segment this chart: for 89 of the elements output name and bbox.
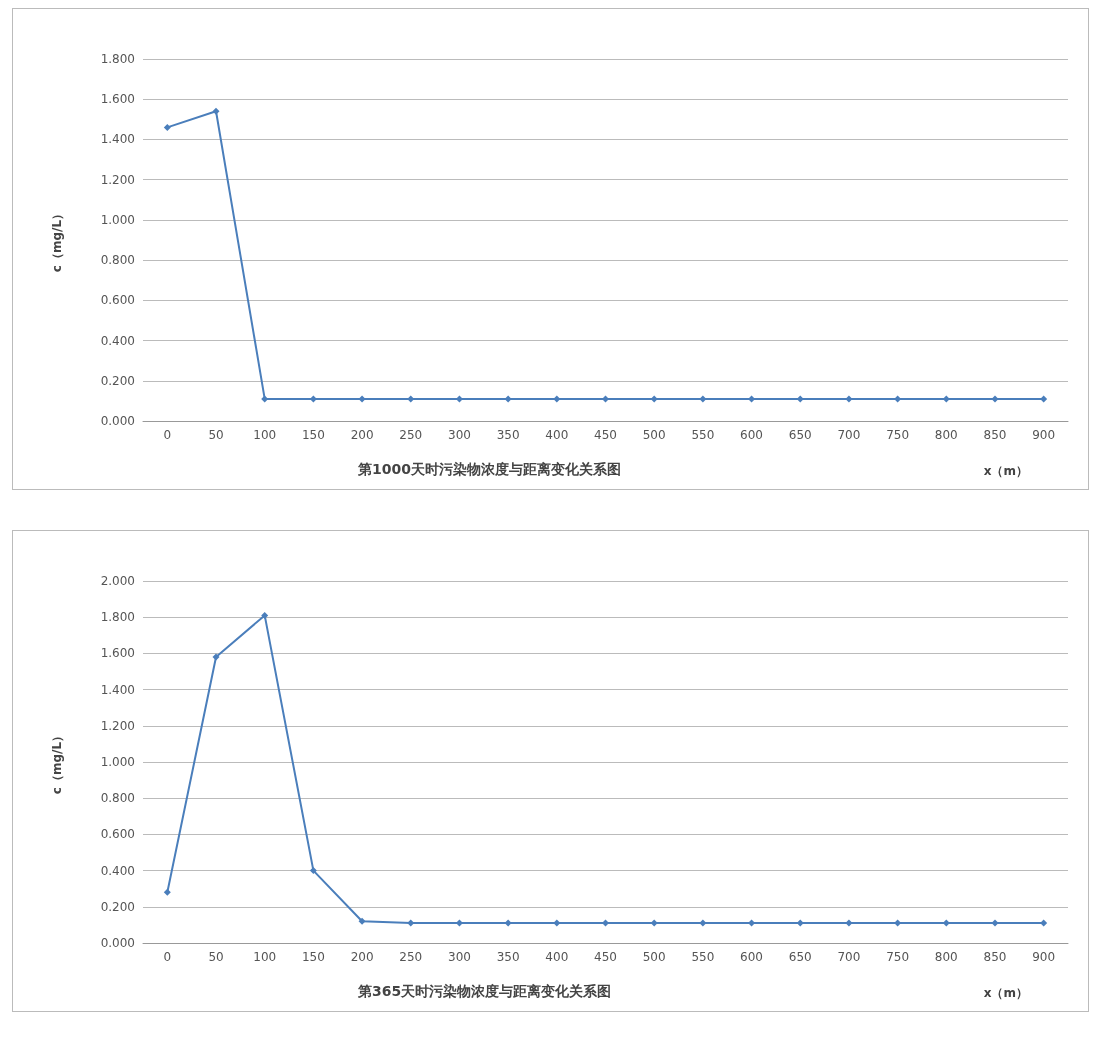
x-tick-label: 900: [1032, 428, 1056, 442]
x-tick-label: 0: [163, 428, 172, 442]
y-tick-label: 0.800: [100, 791, 135, 806]
y-tick-label: 0.400: [100, 863, 135, 878]
x-tick-label: 450: [594, 428, 617, 442]
x-tick-label: 150: [301, 428, 325, 442]
x-tick-label: 750: [886, 428, 910, 442]
y-tick-label: 1.200: [100, 718, 135, 733]
x-tick-label: 700: [837, 950, 861, 964]
x-tick-label: 600: [740, 950, 764, 964]
x-tick-label: 300: [447, 428, 471, 442]
x-tick-label: 350: [496, 950, 520, 964]
x-tick-label: 800: [934, 950, 958, 964]
x-tick-label: 650: [788, 428, 812, 442]
point: [261, 611, 269, 619]
y-tick-label: 0.000: [100, 414, 135, 428]
y-tick-label: 1.400: [100, 132, 135, 147]
point: [553, 395, 561, 403]
y-tick-label: 0.000: [100, 936, 135, 950]
y-tick-label: 1.600: [100, 92, 135, 107]
y-tick-label: 0.600: [100, 293, 135, 308]
text: 第1000天时污染物浓度与距离变化关系图: [357, 461, 621, 477]
y-axis-title: c（mg/L）: [50, 207, 64, 273]
point: [991, 395, 999, 403]
y-tick-label: 0.800: [100, 253, 135, 268]
y-tick-label: 1.000: [100, 755, 135, 769]
x-tick-label: 200: [350, 950, 374, 964]
point: [602, 919, 609, 927]
x-tick-label: 250: [399, 428, 423, 442]
x-tick-label: 500: [642, 950, 666, 964]
x-tick-label: 450: [594, 950, 617, 964]
x-tick-label: 100: [253, 950, 277, 964]
x-tick-label: 800: [934, 428, 958, 442]
point: [163, 888, 171, 896]
point: [504, 919, 512, 927]
y-tick-label: 2.000: [100, 574, 135, 588]
y-tick-label: 0.200: [100, 373, 135, 388]
y-axis-title: c（mg/L）: [50, 729, 64, 795]
y-tick-label: 1.000: [100, 212, 135, 227]
point: [1040, 919, 1048, 927]
point: [845, 395, 853, 403]
y-tick-label: 1.800: [100, 52, 135, 66]
x-tick-label: 0: [163, 950, 172, 964]
point: [699, 919, 707, 927]
x-tick-label: 550: [691, 950, 715, 964]
y-tick-label: 0.400: [100, 333, 135, 348]
x-tick-label: 50: [208, 428, 224, 442]
point: [309, 867, 317, 875]
point: [163, 123, 171, 131]
x-axis-title: x（m）: [983, 464, 1029, 478]
point: [553, 919, 561, 927]
x-tick-label: 50: [208, 950, 224, 964]
point: [212, 107, 220, 115]
x-tick-label: 700: [837, 428, 861, 442]
point: [1040, 395, 1048, 403]
x-tick-label: 400: [545, 950, 569, 964]
y-tick-label: 0.600: [100, 827, 135, 842]
point: [358, 395, 366, 403]
x-axis-title: x（m）: [983, 986, 1029, 1000]
y-tick-label: 1.800: [100, 610, 135, 625]
x-tick-label: 750: [886, 950, 910, 964]
x-tick-label: 100: [253, 428, 277, 442]
point: [212, 653, 220, 661]
point: [358, 917, 366, 925]
x-tick-label: 250: [399, 950, 423, 964]
x-tick-label: 650: [788, 950, 812, 964]
point: [991, 919, 999, 927]
point: [602, 395, 609, 403]
x-tick-label: 850: [983, 428, 1007, 442]
x-tick-label: 500: [642, 428, 666, 442]
x-tick-label: 600: [740, 428, 764, 442]
x-tick-label: 200: [350, 428, 374, 442]
point: [504, 395, 512, 403]
point: [650, 395, 658, 403]
x-tick-label: 300: [447, 950, 471, 964]
text: 第365天时污染物浓度与距离变化关系图: [357, 983, 612, 999]
y-tick-label: 1.400: [100, 682, 135, 697]
x-tick-label: 850: [983, 950, 1007, 964]
y-tick-label: 0.200: [100, 899, 135, 914]
point: [650, 919, 658, 927]
x-tick-label: 350: [496, 428, 520, 442]
y-tick-label: 1.200: [100, 172, 135, 187]
x-tick-label: 400: [545, 428, 569, 442]
x-tick-label: 550: [691, 428, 715, 442]
x-tick-label: 900: [1032, 950, 1056, 964]
point: [845, 919, 853, 927]
x-tick-label: 150: [301, 950, 325, 964]
point: [699, 395, 707, 403]
y-tick-label: 1.600: [100, 646, 135, 661]
